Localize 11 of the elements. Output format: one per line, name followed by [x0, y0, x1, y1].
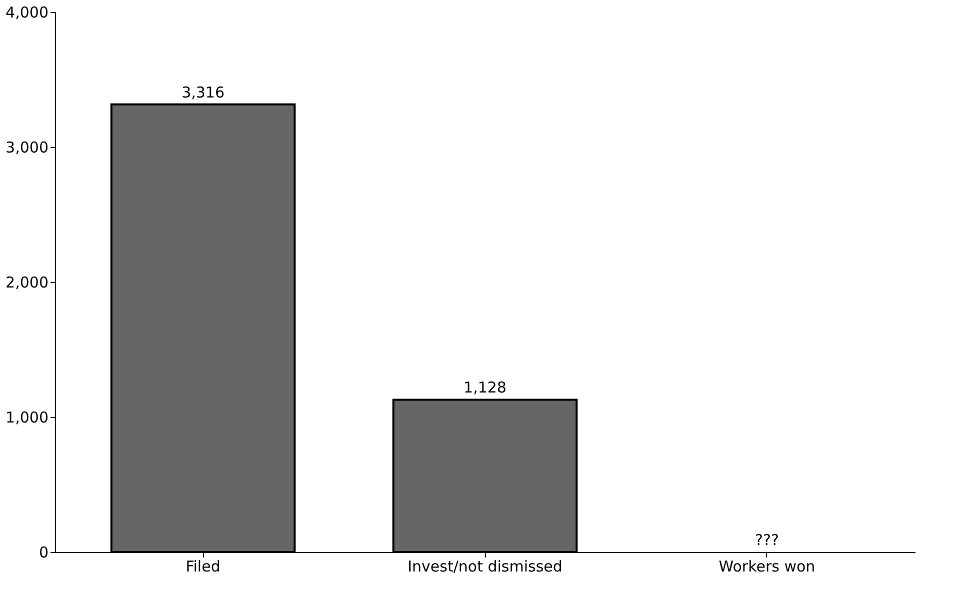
x-tick-label: Filed — [186, 558, 220, 576]
x-tick-label: Workers won — [718, 558, 816, 576]
x-tick-label: Invest/not dismissed — [408, 558, 562, 576]
data-label: 3,316 — [182, 83, 225, 102]
y-tick-label: 1,000 — [6, 408, 48, 426]
y-tick-label: 4,000 — [6, 4, 48, 22]
y-tick-label: 2,000 — [6, 274, 48, 292]
text: ??? — [755, 531, 779, 549]
y-tick-label: 3,000 — [6, 138, 48, 156]
data-label: 1,128 — [464, 378, 506, 397]
y-tick-label: 0 — [38, 544, 48, 562]
